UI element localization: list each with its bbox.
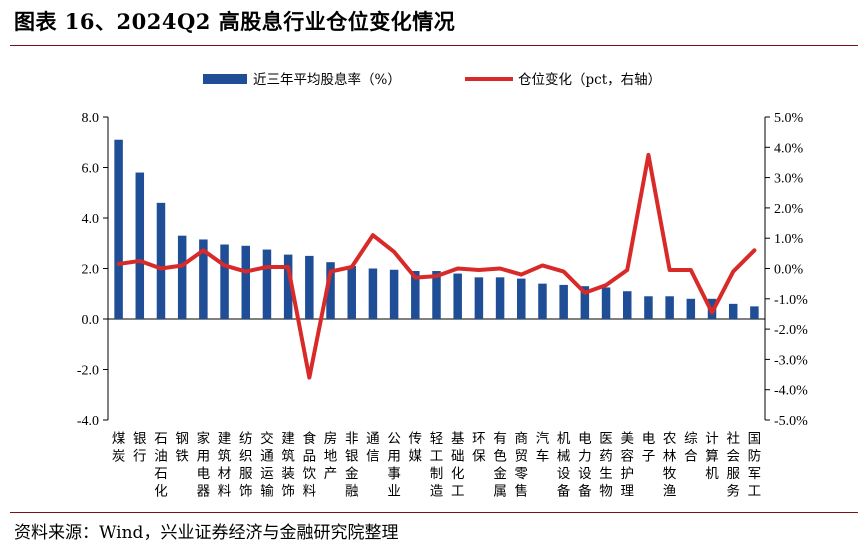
category-label: 传媒 [409, 431, 423, 465]
category-label: 农林牧渔 [663, 431, 677, 500]
category-label: 交通运输 [260, 430, 274, 500]
bar-3 [156, 202, 166, 319]
bar-14 [389, 269, 399, 319]
source-note: 资料来源：Wind，兴业证券经济与金融研究院整理 [14, 523, 399, 543]
title-rule [10, 45, 858, 46]
right-tick-label: -2.0% [774, 323, 808, 338]
category-label: 轻工制造 [430, 431, 444, 500]
bar-6 [220, 244, 229, 319]
bar-22 [559, 284, 568, 319]
category-label: 机械设备 [557, 431, 571, 500]
left-tick-label: -2.0 [77, 364, 99, 379]
chart-axes: 8.0 6.0 4.0 2.0 0.0 -2.0 -4.0 5.0% 4.0% 3.0% 2.0% 1… [77, 111, 808, 429]
bar-26 [644, 296, 653, 319]
bar-24 [601, 287, 611, 319]
bar-19 [495, 277, 505, 319]
category-label: 美容护理 [620, 431, 634, 500]
category-labels: 煤炭银行石油石化钢铁家用电器建筑材料纺织服饰交通运输建筑装饰食品饮料房地产非银金… [112, 430, 761, 500]
bar-30 [728, 303, 738, 319]
category-label: 公用事业 [387, 431, 401, 500]
right-tick-label: 3.0% [774, 172, 804, 187]
left-tick-label: 4.0 [82, 212, 100, 227]
legend-line-label: 仓位变化（pct，右轴） [518, 72, 661, 88]
bar-2 [135, 172, 145, 319]
bar-31 [750, 306, 759, 320]
bar-20 [517, 278, 526, 319]
left-tick-label: 8.0 [82, 111, 100, 126]
right-tick-label: -4.0% [774, 384, 808, 399]
bar-5 [199, 239, 208, 319]
bar-16 [432, 271, 441, 319]
bar-15 [411, 271, 420, 319]
position-change-line [116, 152, 757, 380]
left-tick-label: 6.0 [82, 162, 100, 177]
right-tick-label: -5.0% [774, 414, 808, 429]
bar-series [114, 139, 759, 320]
bar-1 [114, 139, 123, 319]
bar-23 [580, 286, 590, 319]
category-label: 石油石化 [154, 431, 168, 500]
chart-legend: 近三年平均股息率（%） 仓位变化（pct，右轴） [203, 71, 661, 88]
category-label: 有色金属 [493, 431, 507, 500]
category-label: 建筑装饰 [281, 431, 295, 500]
category-label: 汽车 [536, 431, 550, 465]
bar-12 [347, 265, 356, 319]
category-label: 电力设备 [578, 431, 592, 500]
category-label: 钢铁 [175, 431, 189, 465]
category-label: 建筑材料 [218, 431, 232, 500]
right-tick-label: -1.0% [774, 293, 808, 308]
right-tick-label: 0.0% [774, 263, 804, 278]
bar-13 [368, 268, 378, 319]
bar-28 [686, 298, 696, 319]
category-label: 房地产 [324, 431, 338, 482]
right-tick-label: 5.0% [774, 111, 804, 126]
line-series [116, 152, 757, 380]
left-tick-label: 0.0 [82, 313, 100, 328]
category-label: 环保 [472, 431, 486, 465]
bar-27 [665, 296, 674, 319]
bar-4 [177, 235, 187, 319]
left-tick-label: 2.0 [82, 263, 100, 278]
category-label: 社会服务 [726, 431, 740, 500]
category-label: 基础化工 [451, 430, 465, 500]
legend-bar-label: 近三年平均股息率（%） [253, 71, 401, 88]
category-label: 纺织服饰 [239, 431, 253, 500]
bar-21 [538, 283, 547, 319]
bar-10 [305, 255, 314, 320]
category-label: 综合 [684, 431, 698, 465]
category-label: 医药生物 [599, 431, 613, 500]
category-label: 食品饮料 [303, 430, 317, 500]
category-label: 电子 [642, 431, 656, 465]
bar-11 [326, 262, 335, 319]
category-label: 通信 [366, 431, 380, 465]
legend-bar-swatch [203, 74, 247, 84]
category-label: 家用电器 [197, 430, 211, 500]
right-tick-label: -3.0% [774, 353, 808, 368]
category-label: 煤炭 [112, 431, 126, 465]
chart-title: 图表 16、2024Q2 高股息行业仓位变化情况 [14, 9, 456, 34]
bar-7 [241, 245, 251, 319]
category-label: 计算机 [705, 431, 719, 482]
bar-9 [283, 254, 293, 319]
bar-18 [474, 277, 484, 319]
footer-rule [10, 512, 858, 513]
bar-8 [262, 249, 272, 319]
category-label: 商贸零售 [515, 431, 529, 500]
bar-17 [453, 273, 462, 319]
left-tick-label: -4.0 [77, 414, 99, 429]
right-tick-label: 1.0% [774, 232, 804, 247]
category-label: 非银金融 [345, 431, 359, 500]
right-tick-label: 4.0% [774, 141, 804, 156]
category-label: 银行 [133, 431, 147, 465]
right-tick-label: 2.0% [774, 202, 804, 217]
category-label: 国防军工 [748, 431, 762, 500]
bar-25 [622, 291, 632, 319]
